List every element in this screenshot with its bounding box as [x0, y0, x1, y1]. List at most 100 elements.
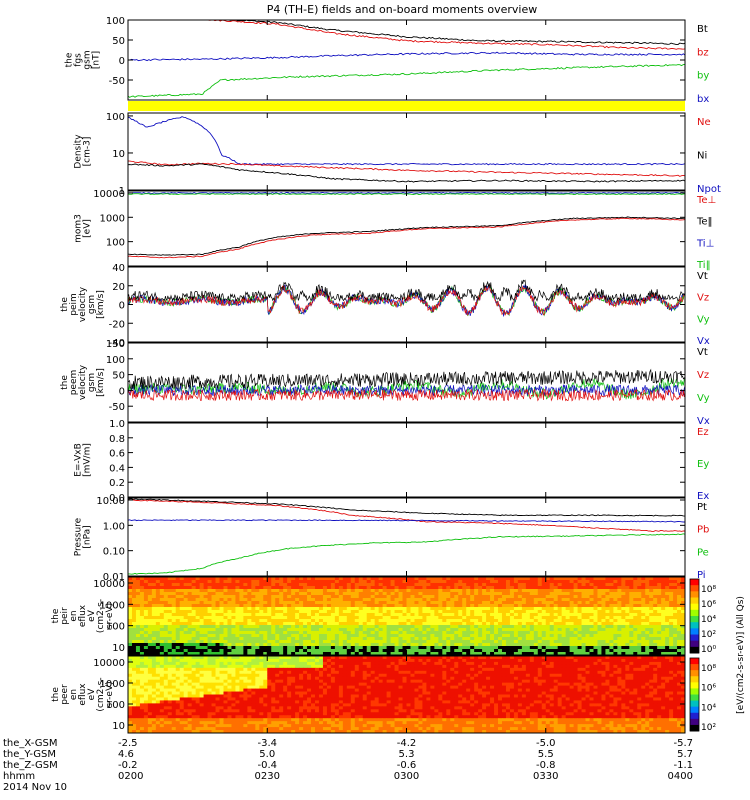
heatmap-cell: [398, 652, 403, 656]
heatmap-cell: [577, 616, 582, 620]
heatmap-cell: [545, 673, 551, 678]
heatmap-cell: [263, 640, 268, 644]
heatmap-cell: [271, 649, 276, 653]
heatmap-cell: [669, 667, 674, 672]
heatmap-cell: [653, 673, 658, 678]
heatmap-cell: [287, 580, 292, 584]
heatmap-cell: [291, 643, 296, 647]
heatmap-cell: [517, 607, 523, 611]
heatmap-cell: [291, 610, 296, 614]
heatmap-cell: [370, 592, 376, 596]
heatmap-cell: [482, 601, 487, 605]
heatmap-cell: [362, 643, 368, 647]
heatmap-cell: [263, 613, 268, 617]
heatmap-cell: [171, 580, 177, 584]
heatmap-cell: [179, 589, 185, 593]
heatmap-cell: [366, 604, 372, 608]
heatmap-cell: [657, 622, 662, 626]
heatmap-cell: [183, 619, 189, 623]
heatmap-cell: [271, 577, 276, 581]
heatmap-cell: [299, 667, 304, 672]
heatmap-cell: [478, 607, 483, 611]
heatmap-cell: [657, 619, 662, 623]
heatmap-cell: [561, 595, 567, 599]
heatmap-cell: [474, 580, 479, 584]
heatmap-cell: [541, 607, 547, 611]
heatmap-cell: [147, 607, 153, 611]
heatmap-cell: [529, 646, 535, 650]
heatmap-cell: [565, 604, 571, 608]
heatmap-cell: [629, 592, 634, 596]
heatmap-cell: [509, 607, 515, 611]
heatmap-cell: [366, 622, 372, 626]
heatmap-cell: [151, 619, 157, 623]
heatmap-cell: [601, 580, 606, 584]
heatmap-cell: [326, 628, 332, 632]
heatmap-cell: [521, 652, 527, 656]
heatmap-cell: [167, 592, 173, 596]
heatmap-cell: [529, 625, 535, 629]
heatmap-cell: [537, 604, 543, 608]
heatmap-cell: [470, 580, 475, 584]
heatmap-cell: [501, 658, 507, 663]
heatmap-cell: [501, 667, 507, 672]
heatmap-cell: [143, 604, 149, 608]
heatmap-cell: [159, 628, 165, 632]
heatmap-cell: [370, 646, 376, 650]
heatmap-cell: [267, 577, 272, 581]
heatmap-cell: [283, 631, 288, 635]
heatmap-cell: [414, 676, 419, 681]
heatmap-cell: [223, 622, 228, 626]
heatmap-cell: [478, 622, 483, 626]
heatmap-cell: [673, 628, 678, 632]
heatmap-cell: [295, 628, 300, 632]
heatmap-cell: [426, 664, 431, 669]
heatmap-cell: [581, 607, 586, 611]
heatmap-cell: [243, 658, 248, 663]
heatmap-cell: [314, 628, 320, 632]
heatmap-cell: [374, 601, 380, 605]
heatmap-cell: [386, 631, 391, 635]
heatmap-cell: [501, 643, 507, 647]
heatmap-cell: [259, 613, 264, 617]
heatmap-cell: [227, 649, 232, 653]
heatmap-cell: [231, 673, 236, 678]
heatmap-cell: [486, 673, 491, 678]
heatmap-cell: [573, 607, 578, 611]
heatmap-cell: [314, 652, 320, 656]
heatmap-cell: [458, 643, 463, 647]
heatmap-cell: [259, 652, 264, 656]
heatmap-cell: [529, 595, 535, 599]
heatmap-cell: [378, 652, 384, 656]
heatmap-cell: [446, 598, 451, 602]
heatmap-cell: [307, 589, 312, 593]
heatmap-cell: [235, 619, 240, 623]
heatmap-cell: [633, 646, 638, 650]
heatmap-cell: [414, 598, 419, 602]
heatmap-cell: [657, 664, 662, 669]
heatmap-cell: [446, 577, 451, 581]
heatmap-cell: [414, 646, 419, 650]
heatmap-cell: [482, 676, 487, 681]
heatmap-cell: [490, 664, 495, 669]
heatmap-cell: [649, 664, 654, 669]
heatmap-cell: [569, 610, 574, 614]
heatmap-cell: [311, 676, 316, 681]
heatmap-cell: [322, 631, 328, 635]
heatmap-cell: [291, 637, 296, 641]
heatmap-cell: [669, 673, 674, 678]
heatmap-cell: [179, 628, 185, 632]
heatmap-cell: [159, 649, 165, 653]
heatmap-cell: [243, 667, 248, 672]
heatmap-cell: [390, 589, 395, 593]
heatmap-cell: [430, 652, 435, 656]
heatmap-cell: [199, 667, 204, 672]
heatmap-cell: [350, 656, 356, 660]
heatmap-cell: [597, 661, 602, 666]
heatmap-cell: [529, 601, 535, 605]
heatmap-cell: [318, 583, 324, 587]
heatmap-cell: [665, 634, 670, 638]
heatmap-cell: [517, 613, 523, 617]
heatmap-cell: [283, 658, 288, 663]
heatmap-cell: [505, 652, 511, 656]
